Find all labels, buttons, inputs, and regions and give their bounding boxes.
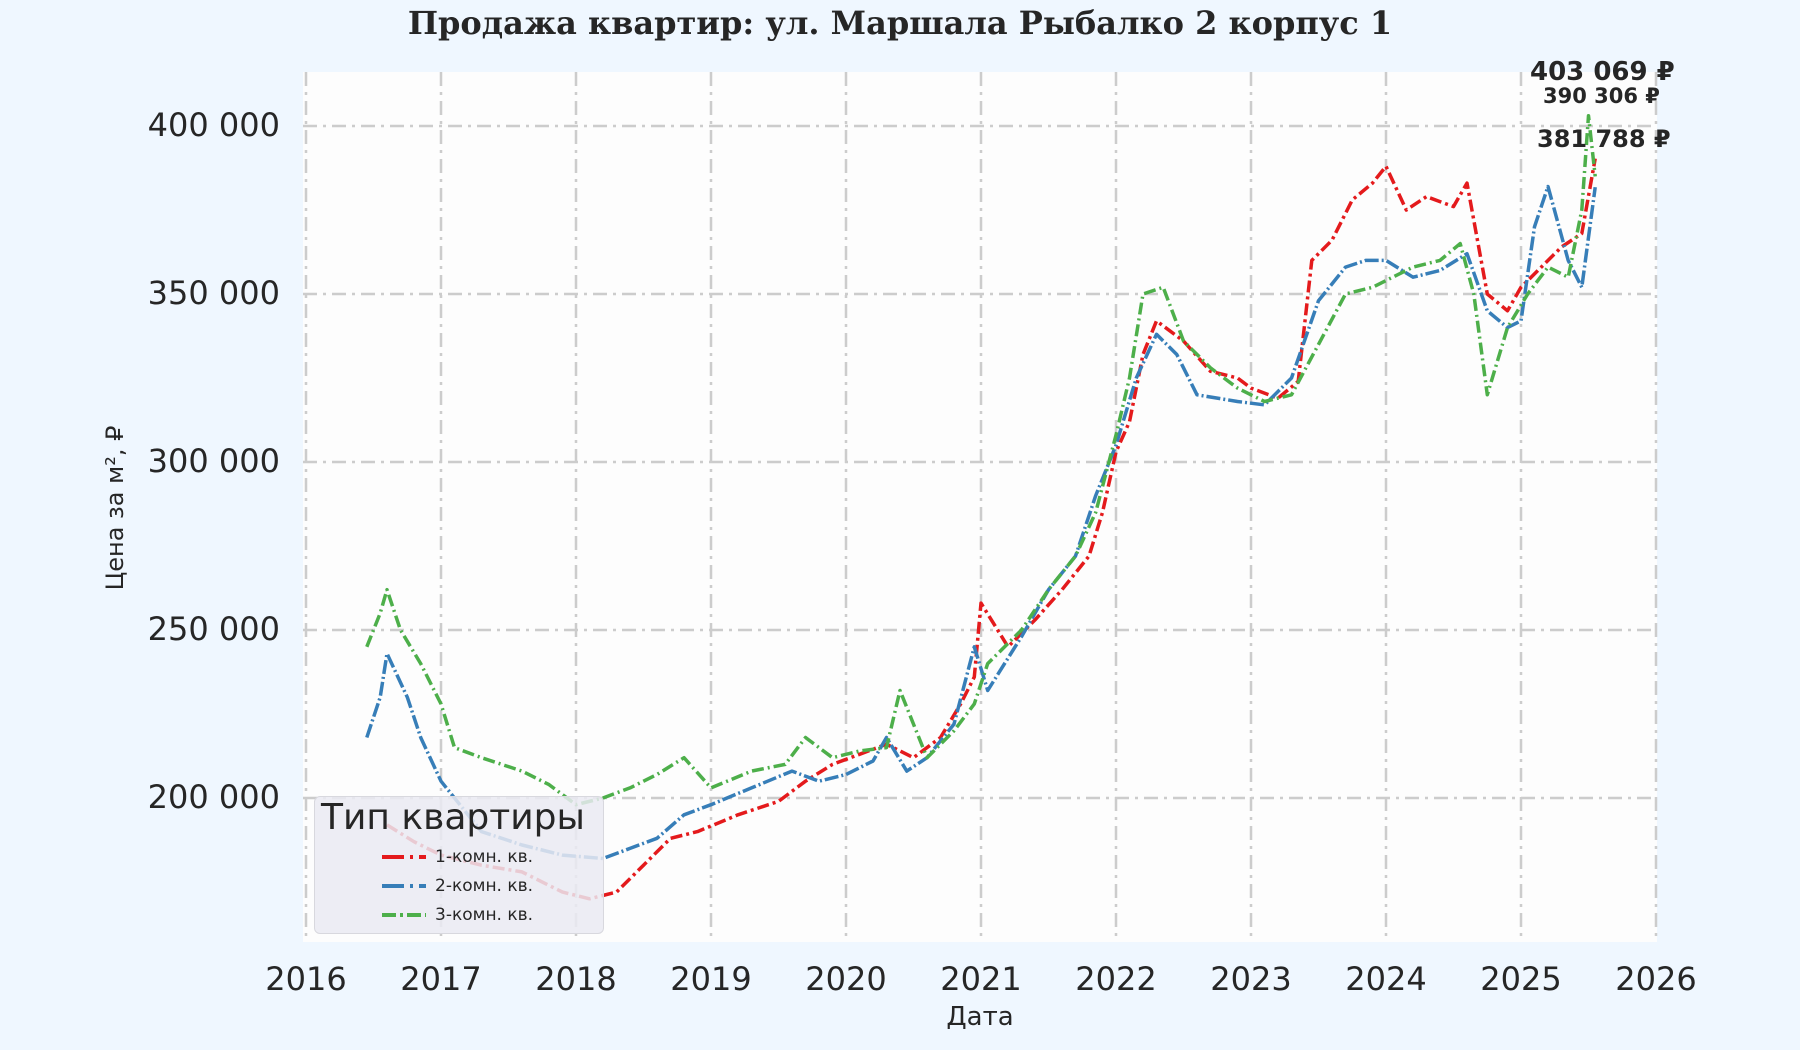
x-tick-label: 2024 [1345, 960, 1427, 998]
x-tick-label: 2016 [265, 960, 347, 998]
x-tick-label: 2023 [1210, 960, 1292, 998]
series-lines [365, 113, 1597, 901]
x-tick-label: 2026 [1615, 960, 1697, 998]
x-tick-label: 2017 [400, 960, 482, 998]
series-line-3-room [365, 113, 1597, 807]
y-axis-label: Цена за м², ₽ [101, 425, 129, 591]
x-tick-label: 2018 [535, 960, 617, 998]
legend-line-blue-icon [382, 884, 426, 888]
y-tick-label: 300 000 [147, 442, 280, 480]
legend: Тип квартиры 1-комн. кв. 2-комн. кв. 3-к… [314, 796, 604, 934]
series-line-1-room [386, 158, 1597, 901]
end-label-1-room: 390 306 ₽ [1543, 84, 1660, 108]
end-label-3-room: 403 069 ₽ [1530, 57, 1675, 87]
x-tick-label: 2025 [1480, 960, 1562, 998]
x-tick-label: 2019 [670, 960, 752, 998]
y-tick-label: 350 000 [147, 274, 280, 312]
legend-line-red-icon [382, 855, 426, 859]
series-line-2-room [365, 184, 1597, 861]
chart-title: Продажа квартир: ул. Маршала Рыбалко 2 к… [407, 4, 1393, 42]
y-tick-label: 400 000 [147, 106, 280, 144]
end-label-2-room: 381 788 ₽ [1537, 125, 1671, 153]
x-tick-label: 2020 [805, 960, 887, 998]
legend-title: Тип квартиры [321, 797, 585, 838]
x-axis-label: Дата [946, 1002, 1014, 1032]
y-tick-label: 200 000 [147, 778, 280, 816]
legend-line-green-icon [382, 913, 426, 917]
x-tick-label: 2022 [1075, 960, 1157, 998]
y-tick-label: 250 000 [147, 610, 280, 648]
x-tick-label: 2021 [940, 960, 1022, 998]
